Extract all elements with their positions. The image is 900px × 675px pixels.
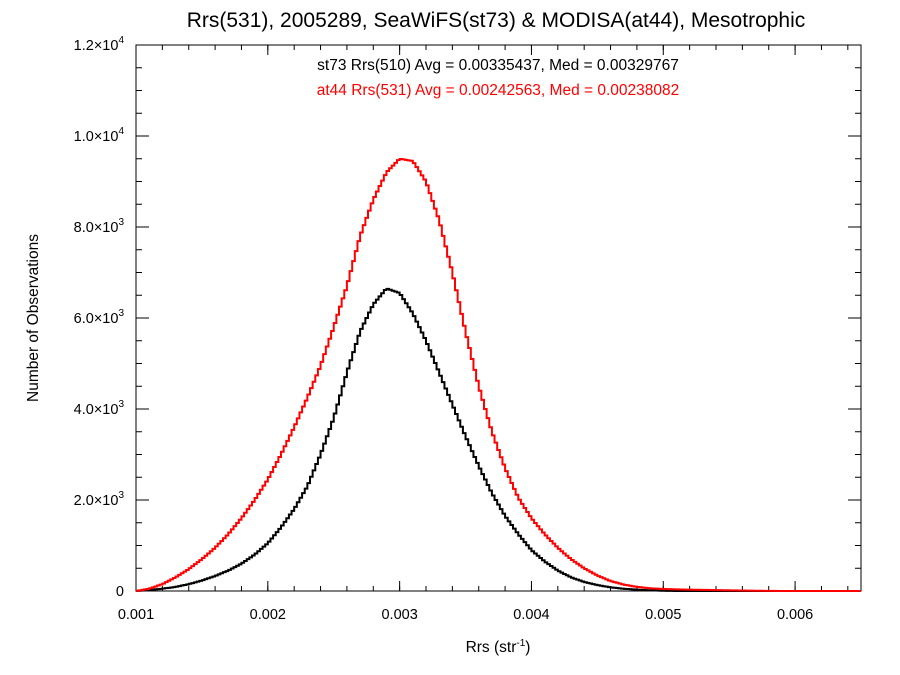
x-tick-label: 0.003 [381,607,417,623]
y-tick-label: 8.0×103 [74,217,125,236]
annotation-line: st73 Rrs(510) Avg = 0.00335437, Med = 0.… [317,57,679,74]
x-axis: 0.001 0.002 0.003 0.004 0.005 0.006 [118,45,849,623]
x-axis-label-text: Rrs (str [466,639,517,656]
x-axis-label-suffix: ) [525,639,530,656]
y-tick-label: 1.2×104 [74,35,125,54]
x-axis-label: Rrs (str-1) [466,638,531,656]
histogram-series-1 [136,157,861,592]
y-tick-label: 1.0×104 [74,126,125,145]
x-tick-label: 0.006 [777,607,813,623]
x-tick-label: 0.001 [118,607,154,623]
histogram-series-0 [136,287,861,592]
x-tick-label: 0.002 [250,607,286,623]
annotations: st73 Rrs(510) Avg = 0.00335437, Med = 0.… [317,57,680,99]
y-tick-label: 6.0×103 [74,308,125,327]
y-tick-label: 0 [116,584,124,600]
annotation-line: at44 Rrs(531) Avg = 0.00242563, Med = 0.… [317,82,680,99]
x-tick-label: 0.005 [645,607,681,623]
y-axis-label: Number of Observations [25,234,42,402]
chart-title: Rrs(531), 2005289, SeaWiFS(st73) & MODIS… [187,9,806,32]
x-axis-label-exponent: -1 [516,638,525,649]
x-tick-label: 0.004 [513,607,549,623]
series-layer [136,157,861,592]
y-tick-label: 2.0×103 [74,490,125,509]
y-tick-label: 4.0×103 [74,399,125,418]
plot-frame [135,44,862,592]
y-axis: 0 2.0×103 4.0×103 6.0×103 8.0×103 1.0×104 1.2×… [74,35,861,600]
